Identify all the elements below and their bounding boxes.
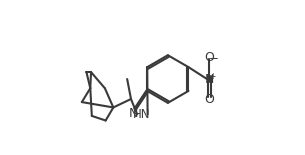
Text: −: − bbox=[209, 52, 219, 65]
Text: HN: HN bbox=[133, 108, 150, 121]
Text: N: N bbox=[129, 107, 138, 120]
Text: N: N bbox=[205, 73, 214, 86]
Text: +: + bbox=[209, 72, 216, 81]
Text: O: O bbox=[204, 93, 214, 106]
Text: O: O bbox=[204, 51, 214, 64]
